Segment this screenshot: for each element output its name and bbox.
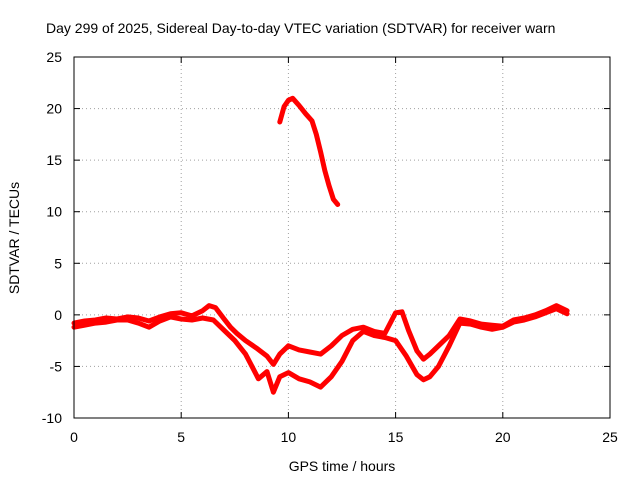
plot-frame (73, 56, 611, 419)
series-track-a (71, 303, 570, 367)
series-track-c (277, 95, 341, 207)
x-tick-label: 25 (602, 429, 618, 445)
x-tick-label: 20 (495, 429, 511, 445)
y-tick-label: 0 (54, 307, 62, 323)
axis-ticks: 0 5 10 15 20 25 -10 -5 0 5 10 15 20 25 (42, 49, 618, 445)
chart-title: Day 299 of 2025, Sidereal Day-to-day VTE… (46, 20, 555, 36)
y-tick-label: 15 (46, 152, 62, 168)
x-tick-label: 0 (70, 429, 78, 445)
data-series-group (71, 95, 570, 395)
x-tick-label: 15 (388, 429, 404, 445)
x-tick-label: 5 (177, 429, 185, 445)
y-axis-label: SDTVAR / TECUs (6, 182, 22, 294)
y-tick-label: 25 (46, 49, 62, 65)
x-axis-label: GPS time / hours (289, 458, 396, 474)
y-tick-label: -5 (50, 358, 63, 374)
y-tick-label: 5 (54, 255, 62, 271)
y-tick-label: 20 (46, 101, 62, 117)
y-tick-label: 10 (46, 204, 62, 220)
y-tick-label: -10 (42, 410, 62, 426)
x-tick-label: 10 (281, 429, 297, 445)
series-track-b (71, 306, 570, 395)
grid (74, 57, 610, 418)
